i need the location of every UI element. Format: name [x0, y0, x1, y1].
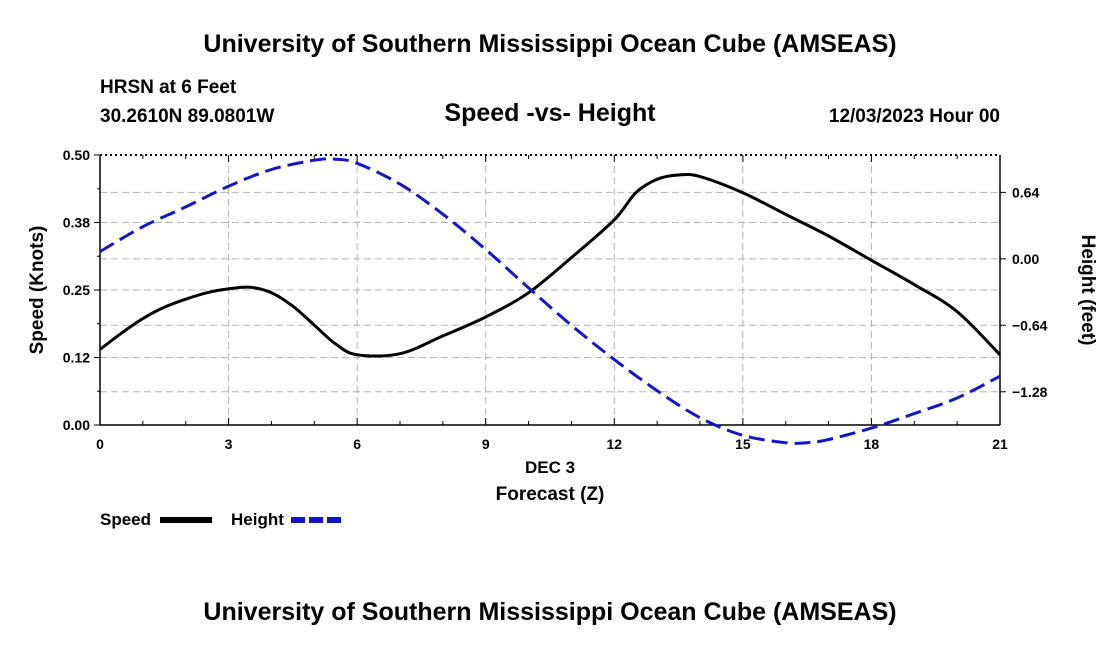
- x-tick-label: 15: [735, 436, 751, 452]
- speed-series-line: [99, 172, 1002, 358]
- y-tick-label: 0.38: [63, 215, 90, 231]
- x-tick-label: 0: [96, 436, 104, 452]
- legend-speed-swatch: [160, 517, 212, 523]
- x-tick-label: 18: [864, 436, 880, 452]
- height-series-line: [99, 157, 1001, 445]
- y2-tick-label: 0.00: [1012, 251, 1039, 267]
- y-tick-label: 0.00: [63, 417, 90, 433]
- x-tick-label: 12: [606, 436, 622, 452]
- y2-tick-label: −1.28: [1012, 384, 1048, 400]
- legend-height-swatch: [291, 517, 343, 523]
- y2-tick-label: −0.64: [1012, 317, 1048, 333]
- x-tick-label: 6: [353, 436, 361, 452]
- y-tick-label: 0.12: [63, 350, 90, 366]
- legend-speed-label: Speed: [100, 510, 152, 529]
- x-axis-title: Forecast (Z): [496, 484, 605, 505]
- forecast-datetime: 12/03/2023 Hour 00: [828, 106, 1000, 127]
- chart-title: Speed -vs- Height: [444, 99, 656, 127]
- x-tick-label: 21: [992, 436, 1008, 452]
- station-label: HRSN at 6 Feet: [100, 77, 237, 98]
- y-tick-label: 0.50: [63, 147, 90, 163]
- y2-tick-label: 0.64: [1012, 184, 1039, 200]
- x-tick-label: 9: [482, 436, 490, 452]
- legend-height-label: Height: [231, 510, 284, 529]
- coordinates-label: 30.2610N 89.0801W: [100, 106, 275, 127]
- page-title: University of Southern Mississippi Ocean…: [203, 30, 897, 58]
- footer-title: University of Southern Mississippi Ocean…: [203, 598, 897, 626]
- y2-axis-title: Height (feet): [1077, 235, 1098, 346]
- x-axis-date-label: DEC 3: [525, 458, 575, 477]
- x-tick-label: 3: [225, 436, 233, 452]
- y-tick-label: 0.25: [63, 282, 90, 298]
- y-axis-title: Speed (Knots): [27, 226, 48, 355]
